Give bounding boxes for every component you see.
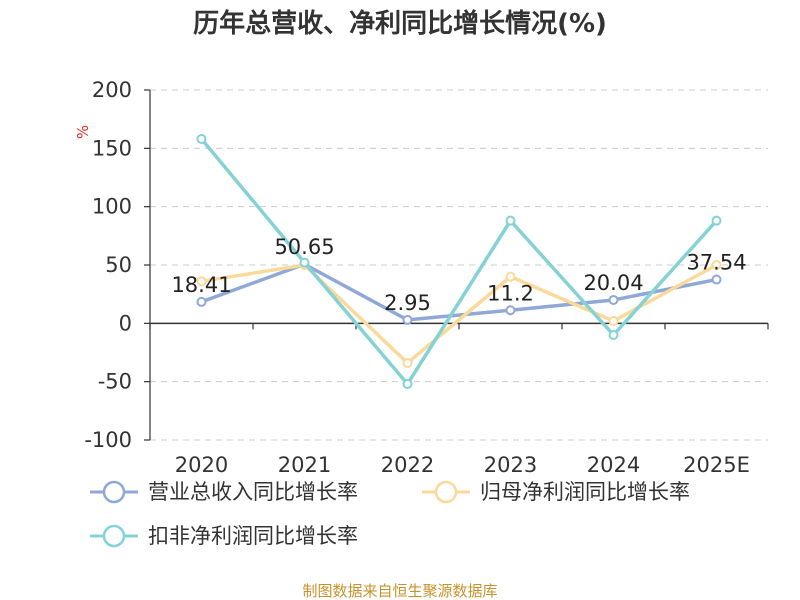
series-line bbox=[200, 262, 717, 322]
data-point bbox=[711, 260, 722, 270]
x-tick-label: 2024 bbox=[587, 453, 640, 477]
data-point bbox=[299, 257, 310, 268]
x-tick-label: 2022 bbox=[381, 453, 434, 477]
y-tick-label: 0 bbox=[119, 311, 132, 335]
y-axis-unit: % bbox=[74, 125, 92, 139]
series-line bbox=[200, 137, 718, 386]
legend-label: 营业总收入同比增长率 bbox=[148, 480, 358, 504]
data-label: 2.95 bbox=[384, 291, 431, 315]
y-tick-label: 150 bbox=[92, 136, 132, 160]
data-labels: 18.41 50.65 2.95 11.2 20.04 37.54 bbox=[171, 235, 746, 315]
data-point bbox=[711, 215, 722, 226]
data-point bbox=[196, 134, 207, 144]
legend-item[interactable]: 归母净利润同比增长率 bbox=[422, 480, 690, 504]
data-label: 11.2 bbox=[487, 281, 534, 305]
x-tick-label: 2021 bbox=[278, 453, 331, 477]
data-label: 20.04 bbox=[583, 271, 643, 295]
y-tick-label: 100 bbox=[92, 195, 132, 219]
series-line bbox=[201, 263, 718, 365]
y-tick-label: 50 bbox=[105, 253, 132, 277]
y-tick-label: 200 bbox=[92, 78, 132, 102]
axes: 200 150 100 50 0 -50 -100 2020 2021 2022 2023 2024 2… bbox=[84, 78, 769, 477]
data-label: 18.41 bbox=[171, 273, 231, 297]
data-point bbox=[608, 316, 619, 326]
legend-marker bbox=[102, 524, 126, 548]
data-point bbox=[402, 379, 413, 389]
grid bbox=[150, 89, 768, 441]
legend-item[interactable]: 营业总收入同比增长率 bbox=[90, 480, 358, 504]
source-note: 制图数据来自恒生聚源数据库 bbox=[302, 582, 497, 600]
data-point bbox=[608, 294, 619, 305]
y-tick-label: -50 bbox=[98, 370, 132, 394]
legend-marker bbox=[434, 480, 458, 504]
x-tick-label: 2025E bbox=[683, 453, 750, 477]
data-label: 50.65 bbox=[274, 235, 334, 259]
data-point bbox=[402, 314, 413, 325]
data-point bbox=[711, 274, 722, 285]
data-point bbox=[505, 305, 516, 316]
legend-label: 扣非净利润同比增长率 bbox=[148, 524, 358, 548]
chart-title: 历年总营收、净利同比增长情况(%) bbox=[193, 8, 607, 39]
data-point bbox=[505, 215, 516, 226]
data-point bbox=[608, 330, 619, 340]
data-point bbox=[505, 271, 516, 282]
data-point bbox=[196, 296, 207, 307]
series bbox=[196, 134, 722, 389]
x-tick-label: 2020 bbox=[175, 453, 228, 477]
x-tick-label: 2023 bbox=[484, 453, 537, 477]
y-tick-label: -100 bbox=[84, 428, 132, 452]
data-point bbox=[196, 276, 207, 287]
legend-marker bbox=[102, 480, 126, 504]
data-point bbox=[402, 358, 413, 368]
data-label: 37.54 bbox=[686, 251, 746, 275]
legend-item[interactable]: 扣非净利润同比增长率 bbox=[90, 524, 358, 548]
legend-label: 归母净利润同比增长率 bbox=[480, 480, 690, 504]
